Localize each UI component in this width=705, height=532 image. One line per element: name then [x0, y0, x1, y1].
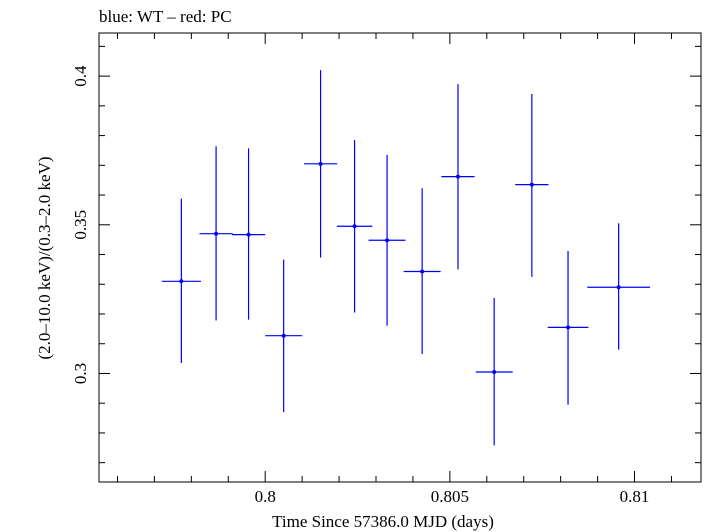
data-point — [616, 285, 621, 290]
data-point — [492, 369, 497, 374]
x-tick-label: 0.81 — [620, 487, 650, 506]
y-tick-label: 0.4 — [71, 65, 90, 87]
data-point — [179, 279, 184, 284]
data-point — [420, 269, 425, 274]
data-point — [352, 224, 357, 229]
y-axis-ticks — [99, 45, 701, 464]
y-tick-label: 0.3 — [71, 363, 90, 384]
chart-title: blue: WT – red: PC — [99, 7, 232, 26]
data-series — [161, 70, 651, 446]
x-axis-tick-labels: 0.8 0.805 0.81 — [255, 487, 650, 506]
data-point — [281, 333, 286, 338]
data-point — [455, 174, 460, 179]
data-point — [529, 182, 534, 187]
data-point — [246, 232, 251, 237]
x-axis-ticks — [116, 33, 672, 482]
data-point — [318, 161, 323, 166]
data-point — [385, 238, 390, 243]
x-tick-label: 0.805 — [431, 487, 469, 506]
data-point — [566, 325, 571, 330]
plot-frame — [98, 32, 702, 483]
x-axis-label: Time Since 57386.0 MJD (days) — [272, 512, 494, 531]
y-axis-tick-labels: 0.3 0.35 0.4 — [71, 65, 90, 384]
x-tick-label: 0.8 — [255, 487, 276, 506]
data-point — [214, 231, 219, 236]
y-axis-label: (2.0–10.0 keV)/(0.3–2.0 keV) — [35, 156, 54, 359]
y-tick-label: 0.35 — [71, 210, 90, 240]
